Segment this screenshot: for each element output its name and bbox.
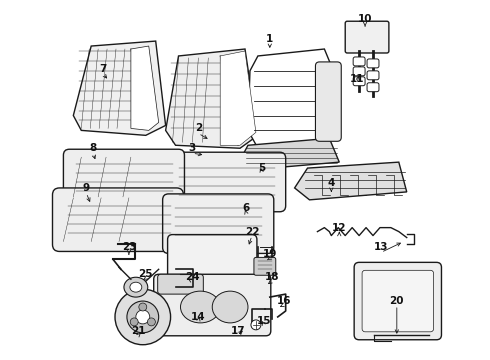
FancyBboxPatch shape — [354, 262, 441, 340]
Text: 21: 21 — [132, 326, 146, 336]
Text: 7: 7 — [99, 64, 107, 74]
Text: 1: 1 — [266, 34, 273, 44]
Text: 25: 25 — [139, 269, 153, 279]
Text: 8: 8 — [90, 143, 97, 153]
FancyBboxPatch shape — [154, 274, 271, 336]
Ellipse shape — [127, 301, 159, 333]
Polygon shape — [131, 46, 159, 130]
Text: 16: 16 — [276, 296, 291, 306]
Ellipse shape — [124, 277, 148, 297]
Ellipse shape — [212, 291, 248, 323]
FancyBboxPatch shape — [168, 235, 257, 282]
Ellipse shape — [251, 320, 261, 330]
Text: 13: 13 — [374, 243, 388, 252]
Ellipse shape — [139, 303, 147, 311]
Text: 5: 5 — [258, 163, 266, 173]
Ellipse shape — [180, 291, 220, 323]
Polygon shape — [240, 138, 339, 170]
Polygon shape — [220, 51, 256, 145]
FancyBboxPatch shape — [165, 152, 286, 212]
Text: 19: 19 — [263, 249, 277, 260]
Ellipse shape — [130, 318, 138, 326]
FancyBboxPatch shape — [367, 71, 379, 80]
FancyBboxPatch shape — [254, 257, 276, 275]
Ellipse shape — [115, 289, 171, 345]
FancyBboxPatch shape — [345, 21, 389, 53]
Text: 15: 15 — [257, 316, 271, 326]
Text: 10: 10 — [358, 14, 372, 24]
Text: 18: 18 — [265, 272, 279, 282]
Text: 22: 22 — [245, 226, 259, 237]
FancyBboxPatch shape — [367, 83, 379, 92]
Ellipse shape — [147, 318, 155, 326]
Text: 23: 23 — [122, 243, 136, 252]
Polygon shape — [248, 49, 331, 148]
FancyBboxPatch shape — [353, 57, 365, 66]
FancyBboxPatch shape — [316, 62, 341, 141]
Polygon shape — [74, 41, 166, 135]
FancyBboxPatch shape — [63, 149, 184, 206]
Text: 14: 14 — [191, 312, 206, 322]
Text: 9: 9 — [83, 183, 90, 193]
FancyBboxPatch shape — [367, 59, 379, 68]
FancyBboxPatch shape — [52, 188, 183, 251]
FancyBboxPatch shape — [158, 274, 203, 294]
Text: 4: 4 — [328, 178, 335, 188]
Text: 3: 3 — [189, 143, 196, 153]
Text: 11: 11 — [350, 74, 365, 84]
Ellipse shape — [136, 310, 150, 324]
Ellipse shape — [130, 282, 142, 292]
FancyBboxPatch shape — [163, 194, 274, 253]
Polygon shape — [166, 49, 258, 148]
Text: 6: 6 — [243, 203, 249, 213]
Polygon shape — [294, 162, 407, 200]
FancyBboxPatch shape — [353, 77, 365, 86]
Text: 17: 17 — [231, 326, 245, 336]
Text: 2: 2 — [195, 123, 202, 134]
Text: 24: 24 — [185, 272, 200, 282]
Text: 20: 20 — [390, 296, 404, 306]
FancyBboxPatch shape — [362, 270, 434, 332]
FancyBboxPatch shape — [353, 67, 365, 76]
Text: 12: 12 — [332, 222, 346, 233]
